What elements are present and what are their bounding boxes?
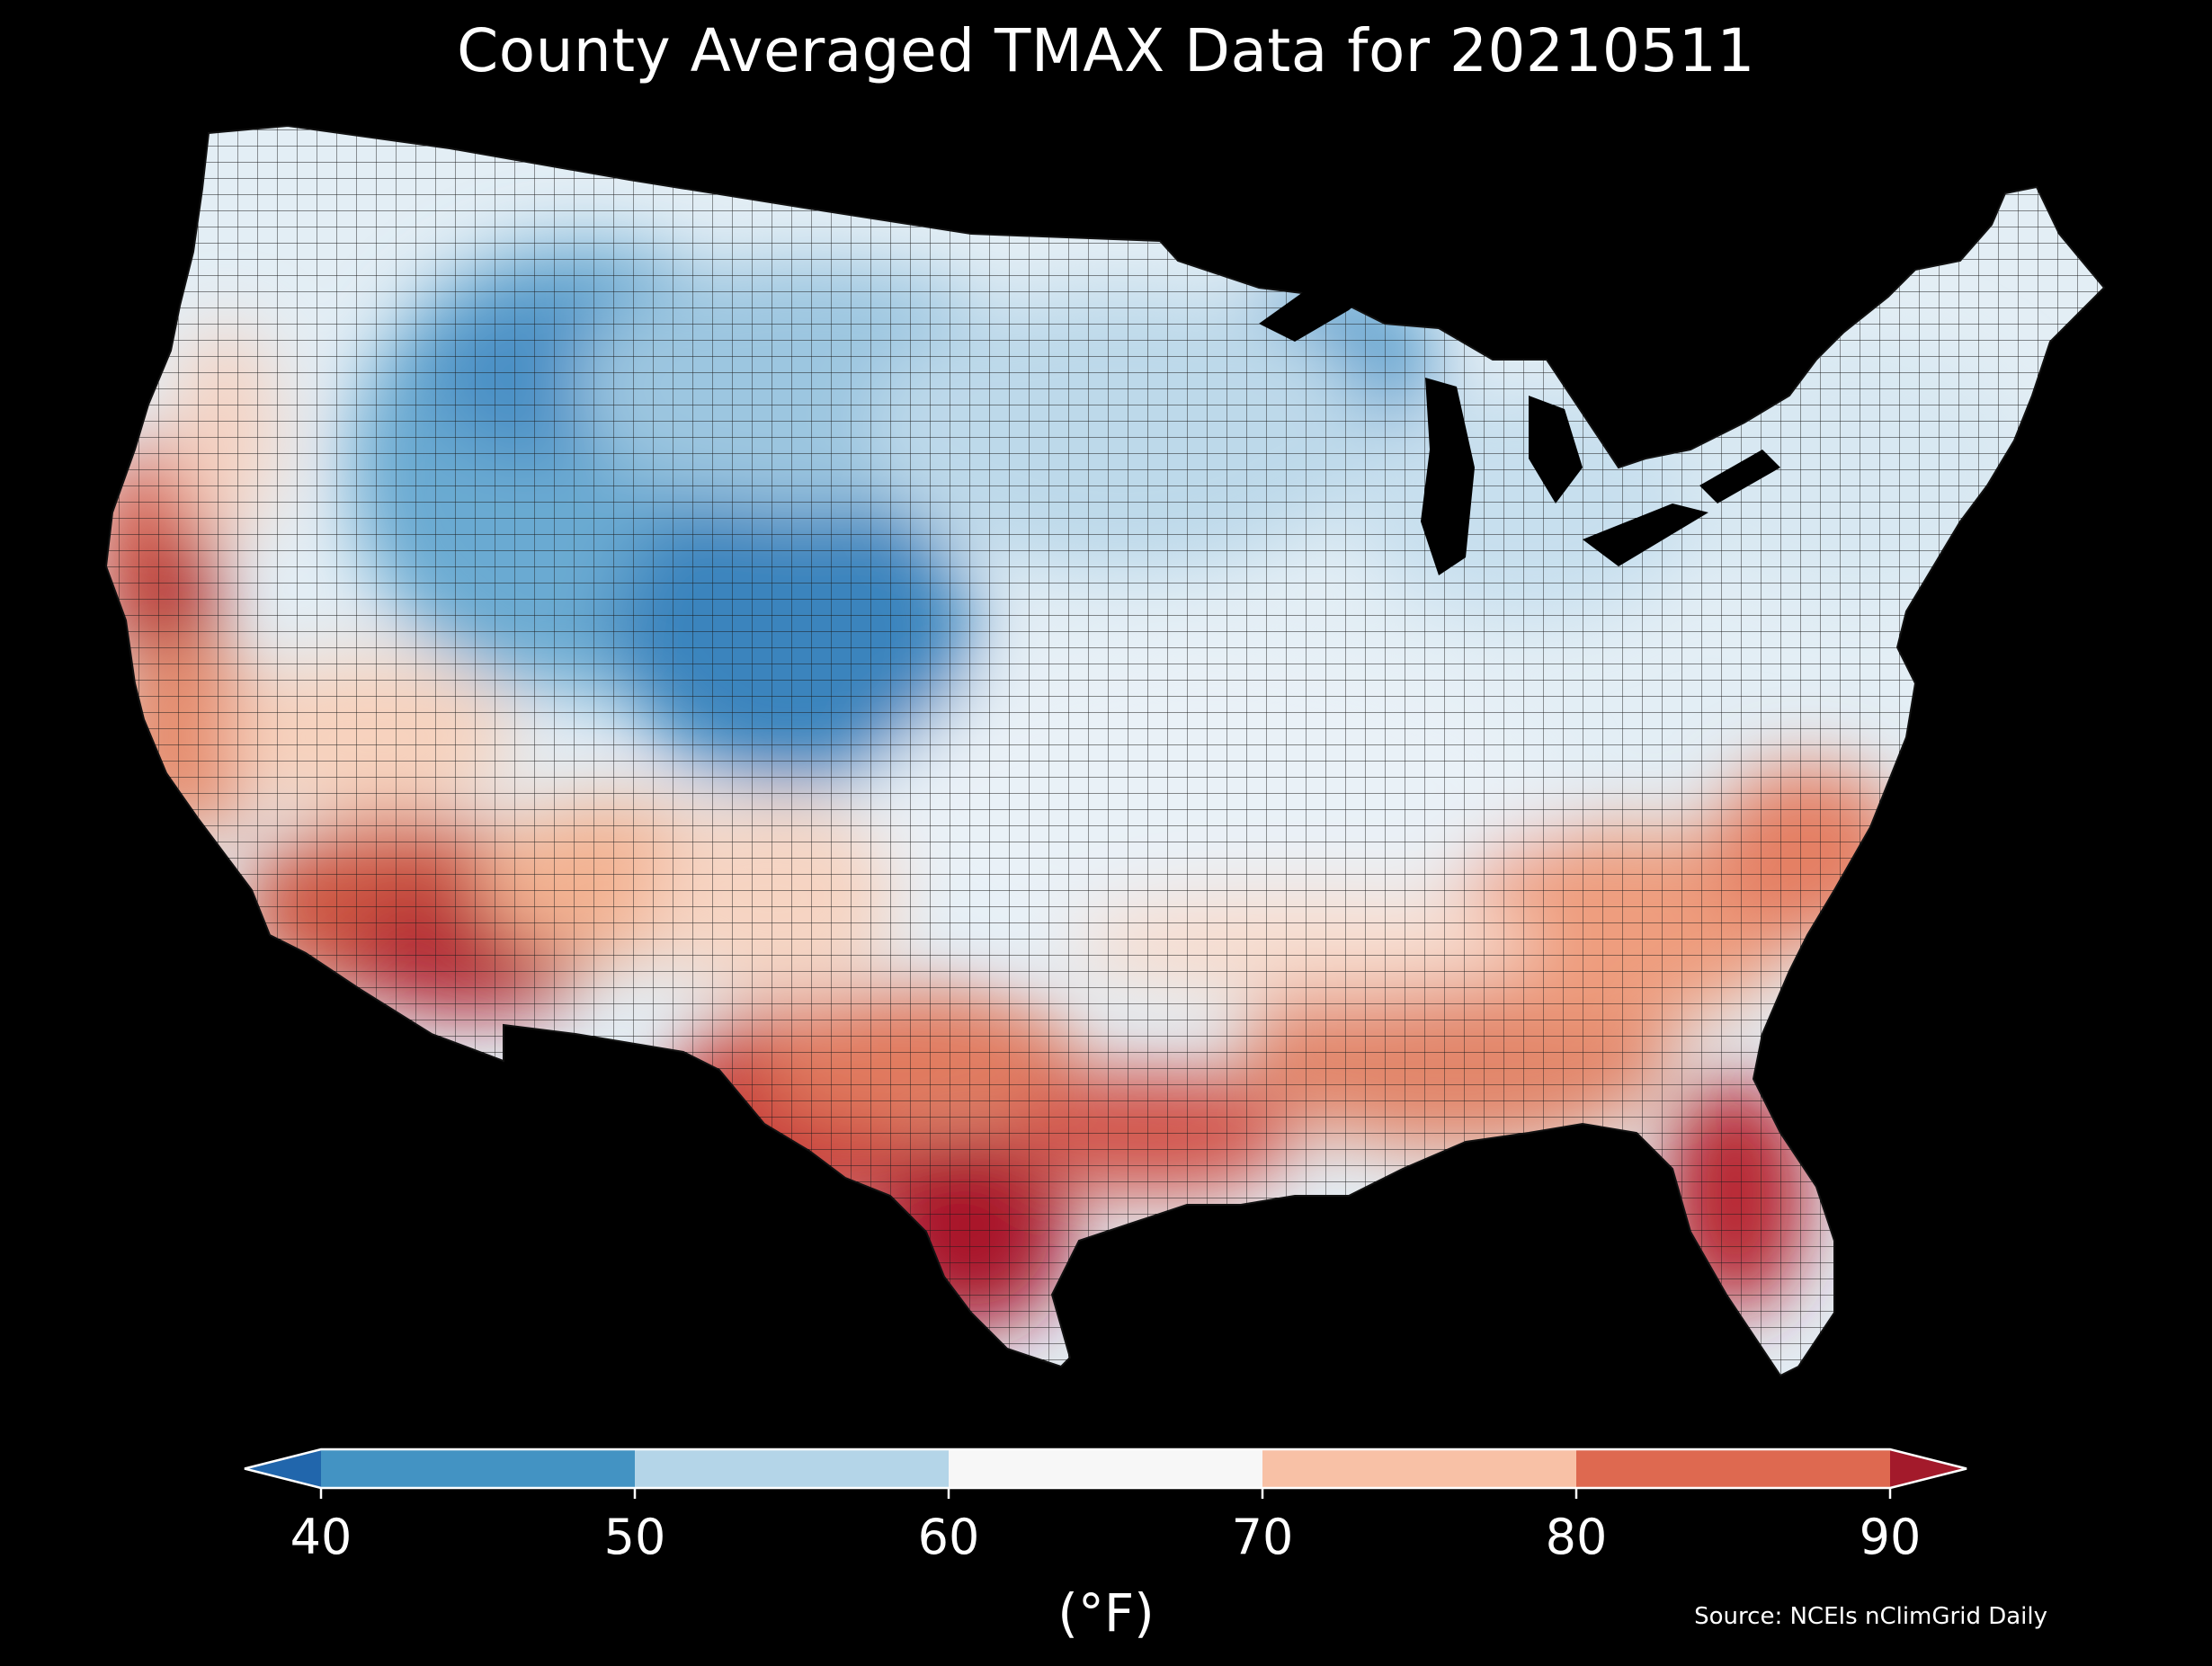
us-outline [104, 124, 2106, 1377]
colorbar-tick-label: 40 [290, 1509, 352, 1565]
colorbar-tick-label: 50 [603, 1509, 666, 1565]
colorbar-tick-label: 70 [1231, 1509, 1294, 1565]
colorbar-bin [1262, 1449, 1576, 1488]
source-credit: Source: NCEIs nClimGrid Daily [1694, 1603, 2047, 1630]
colorbar-tick-label: 80 [1545, 1509, 1608, 1565]
colorbar-units-label: (°F) [1057, 1582, 1155, 1644]
colorbar-bin [321, 1449, 635, 1488]
great-lakes [1259, 279, 1780, 575]
colorbar-bin [949, 1449, 1262, 1488]
colorbar-bin [1576, 1449, 1890, 1488]
colorbar-under-arrow [245, 1449, 321, 1488]
map-title: County Averaged TMAX Data for 20210511 [457, 16, 1755, 85]
colorbar-tick-label: 90 [1859, 1509, 1922, 1565]
colorbar-over-arrow [1890, 1449, 1967, 1488]
colorbar-bin [635, 1449, 949, 1488]
colorbar-tick-label: 60 [917, 1509, 980, 1565]
